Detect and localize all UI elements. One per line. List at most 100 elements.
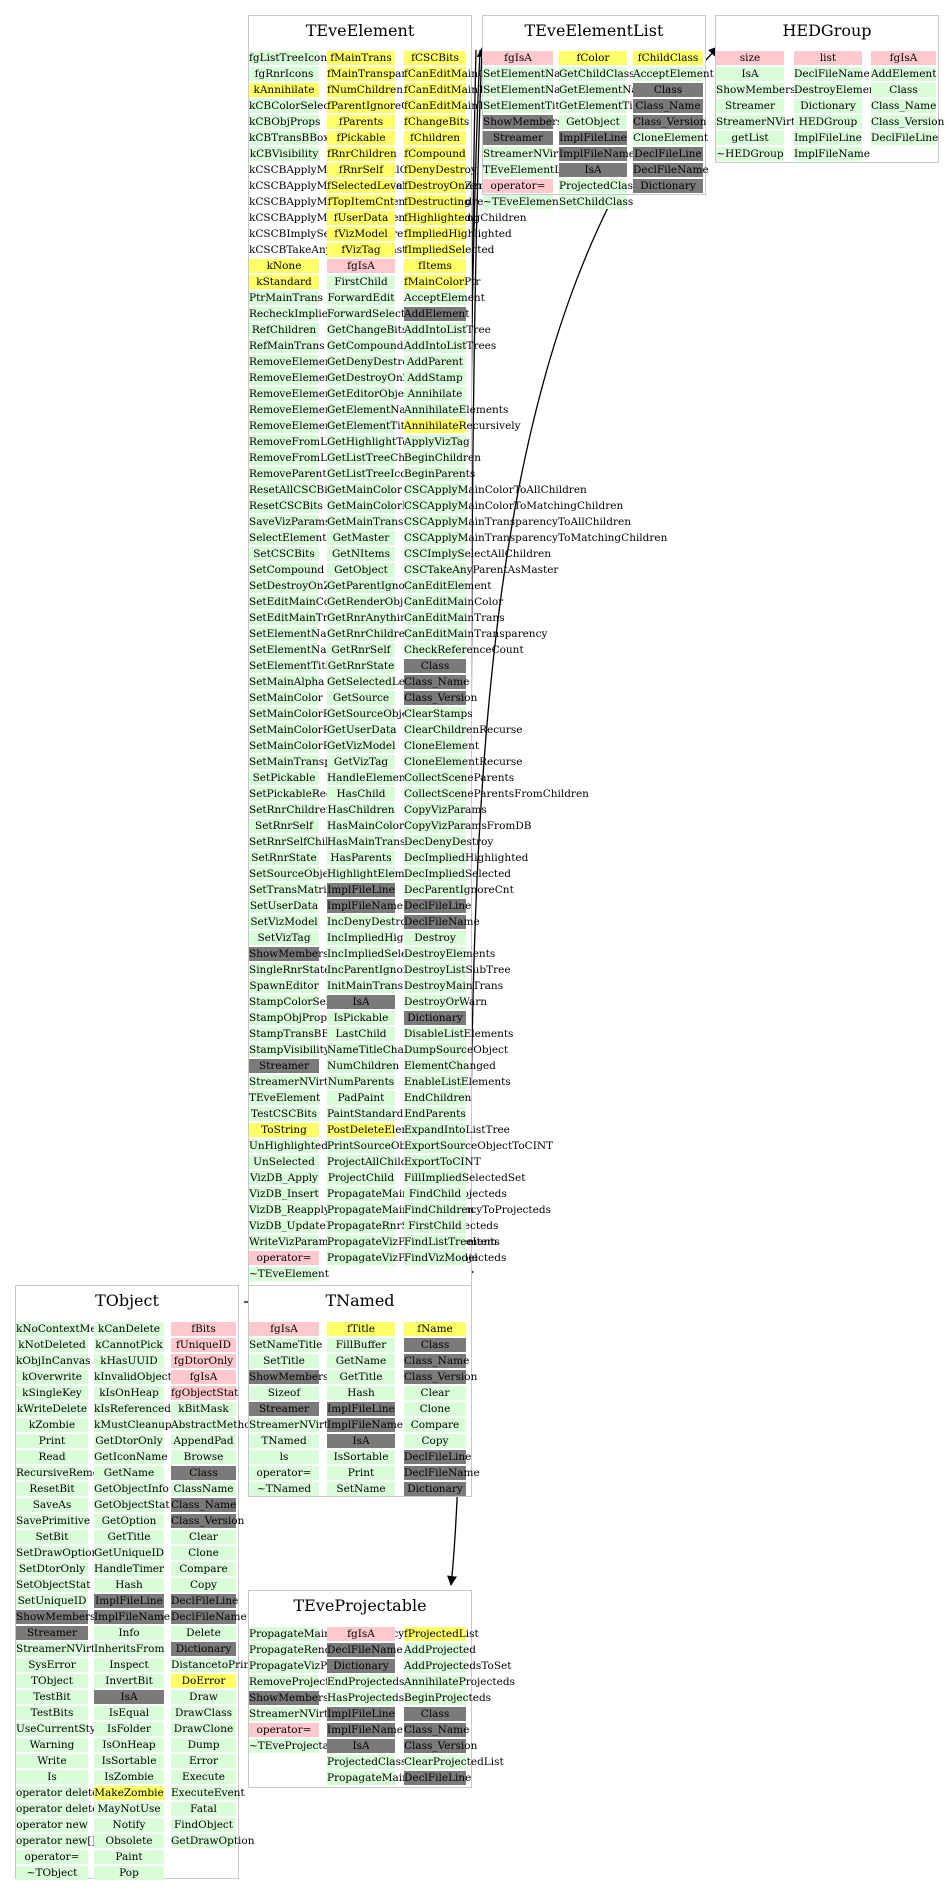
member-cell: StreamerNVirtual: [716, 115, 812, 129]
member-cell: Pop: [94, 1866, 164, 1880]
member-cell: fChangeBits: [404, 115, 470, 129]
member-cell: ImplFileName: [327, 1723, 404, 1737]
member-cell: RemoveElementsLocal: [249, 419, 371, 433]
member-cell: ExportToCINT: [404, 1155, 481, 1169]
member-cell: FindChildren: [404, 1203, 475, 1217]
member-cell: fgRnrIcons: [249, 67, 319, 81]
member-cell: fDestroyOnZeroRefCnt: [404, 179, 527, 193]
member-cell: CollectSceneParentsFromChildren: [404, 787, 589, 801]
member-cell: IsZombie: [94, 1770, 164, 1784]
member-cell: TestBit: [16, 1690, 88, 1704]
member-cell: DeclFileLine: [171, 1594, 239, 1608]
member-cell: HasProjecteds: [327, 1691, 405, 1705]
member-cell: SysError: [16, 1658, 88, 1672]
member-cell: SetDestroyOnZeroRefCnt: [249, 579, 386, 593]
member-cell: AppendPad: [171, 1434, 236, 1448]
member-cell: TestCSCBits: [249, 1107, 319, 1121]
member-cell: ImplFileLine: [327, 1707, 395, 1721]
member-cell: fParentIgnoreCnt: [327, 99, 421, 113]
class-box-teveelementlist: TEveElementList fgIsA SetElementName SetEle…: [482, 15, 714, 209]
member-cell: ShowMembers: [249, 947, 329, 961]
member-cell: IsFolder: [94, 1722, 164, 1736]
member-cell: getList: [716, 131, 784, 145]
member-cell: GetName: [94, 1466, 164, 1480]
member-cell: ResetBit: [16, 1482, 88, 1496]
member-cell: InitMainTrans: [327, 979, 404, 993]
member-cell: SetPickable: [249, 771, 319, 785]
member-cell: AddParent: [404, 355, 466, 369]
member-cell: Class: [404, 659, 466, 673]
member-cell: Destroy: [404, 931, 466, 945]
member-cell: Dictionary: [404, 1011, 466, 1025]
member-cell: SavePrimitive: [16, 1514, 91, 1528]
member-cell: EndProjecteds: [327, 1675, 405, 1689]
member-cell: FindListTreeItem: [404, 1235, 498, 1249]
member-cell: AddElement: [871, 67, 937, 81]
class-box-teveelement: TEveElement fgListTreeIcons fgRnrIcons kAnn…: [248, 15, 667, 1289]
member-cell: VizDB_Apply: [249, 1171, 319, 1185]
member-cell: ProjectedClass: [327, 1755, 407, 1769]
member-cell: HandleElementPaste: [327, 771, 439, 785]
member-cell: DeclFileName: [171, 1610, 247, 1624]
member-cell: DeclFileLine: [404, 1450, 472, 1464]
member-cell: FirstChild: [327, 275, 395, 289]
member-cell: fUserData: [327, 211, 395, 225]
member-cell: AcceptElement: [404, 291, 485, 305]
member-cell: SetElementName: [483, 67, 577, 81]
member-cell: SetElementNameTitle: [483, 83, 601, 97]
member-cell: DecDenyDestroy: [404, 835, 494, 849]
member-cell: kCSCBApplyMainColorToMatchingChildren: [249, 179, 482, 193]
member-cell: ShowMembers: [249, 1370, 329, 1384]
member-cell: Dictionary: [404, 1482, 466, 1496]
member-cell: fgListTreeIcons: [249, 51, 333, 65]
member-cell: CSCTakeAnyParentAsMaster: [404, 563, 559, 577]
member-cell: VizDB_Reapply: [249, 1203, 330, 1217]
member-cell: operator=: [249, 1251, 319, 1265]
member-cell: Draw: [171, 1690, 236, 1704]
member-cell: GetElementName: [559, 83, 654, 97]
member-cell: fHighlighted: [404, 211, 472, 225]
member-cell: ProjectAllChildren: [327, 1155, 426, 1169]
member-cell: AcceptElement: [633, 67, 714, 81]
member-cell: Hash: [94, 1578, 164, 1592]
member-cell: ImplFileName: [794, 147, 871, 161]
member-cell: ShowMembers: [249, 1691, 329, 1705]
member-cell: fCompound: [404, 147, 466, 161]
member-cell: HasChildren: [327, 803, 395, 817]
member-cell: fgIsA: [871, 51, 936, 65]
member-cell: Execute: [171, 1770, 236, 1784]
member-cell: WriteVizParams: [249, 1235, 334, 1249]
member-cell: FillImpliedSelectedSet: [404, 1171, 526, 1185]
member-cell: Class: [171, 1466, 236, 1480]
member-cell: Streamer: [716, 99, 784, 113]
member-cell: fName: [404, 1322, 466, 1336]
member-cell: AddIntoListTree: [404, 323, 491, 337]
member-cell: Streamer: [483, 131, 553, 145]
member-cell: PtrMainTrans: [249, 291, 323, 305]
member-cell: InheritsFrom: [94, 1642, 165, 1656]
member-cell: DeclFileName: [327, 1643, 403, 1657]
member-cell: AddProjectedsToSet: [404, 1659, 512, 1673]
member-cell: RecheckImpliedSelections: [249, 307, 390, 321]
member-cell: size: [716, 51, 784, 65]
member-cell: ResetAllCSCBits: [249, 483, 338, 497]
member-cell: IsA: [559, 163, 627, 177]
member-cell: ForwardEdit: [327, 291, 395, 305]
member-cell: SetDrawOption: [16, 1546, 99, 1560]
member-cell: Class_Version: [404, 691, 478, 705]
member-cell: GetHighlightTooltip: [327, 435, 433, 449]
member-cell: SetRnrState: [249, 851, 319, 865]
member-cell: SetElementNameTitle: [249, 643, 367, 657]
member-cell: Class_Version: [633, 115, 707, 129]
member-cell: Dictionary: [171, 1642, 236, 1656]
class-box-teveprojectable: TEveProjectable PropagateMainTransparency…: [248, 1590, 515, 1788]
member-cell: RemoveElementLocal: [249, 371, 365, 385]
member-cell: Delete: [171, 1626, 236, 1640]
member-cell: kCSCBApplyMainColorToAllChildren: [249, 163, 446, 177]
member-cell: kWriteDelete: [16, 1402, 88, 1416]
member-cell: DistancetoPrimitive: [171, 1658, 277, 1672]
member-cell: operator new: [16, 1818, 88, 1832]
member-cell: PadPaint: [327, 1091, 395, 1105]
member-cell: DestroyMainTrans: [404, 979, 504, 993]
member-cell: fgIsA: [249, 1322, 319, 1336]
